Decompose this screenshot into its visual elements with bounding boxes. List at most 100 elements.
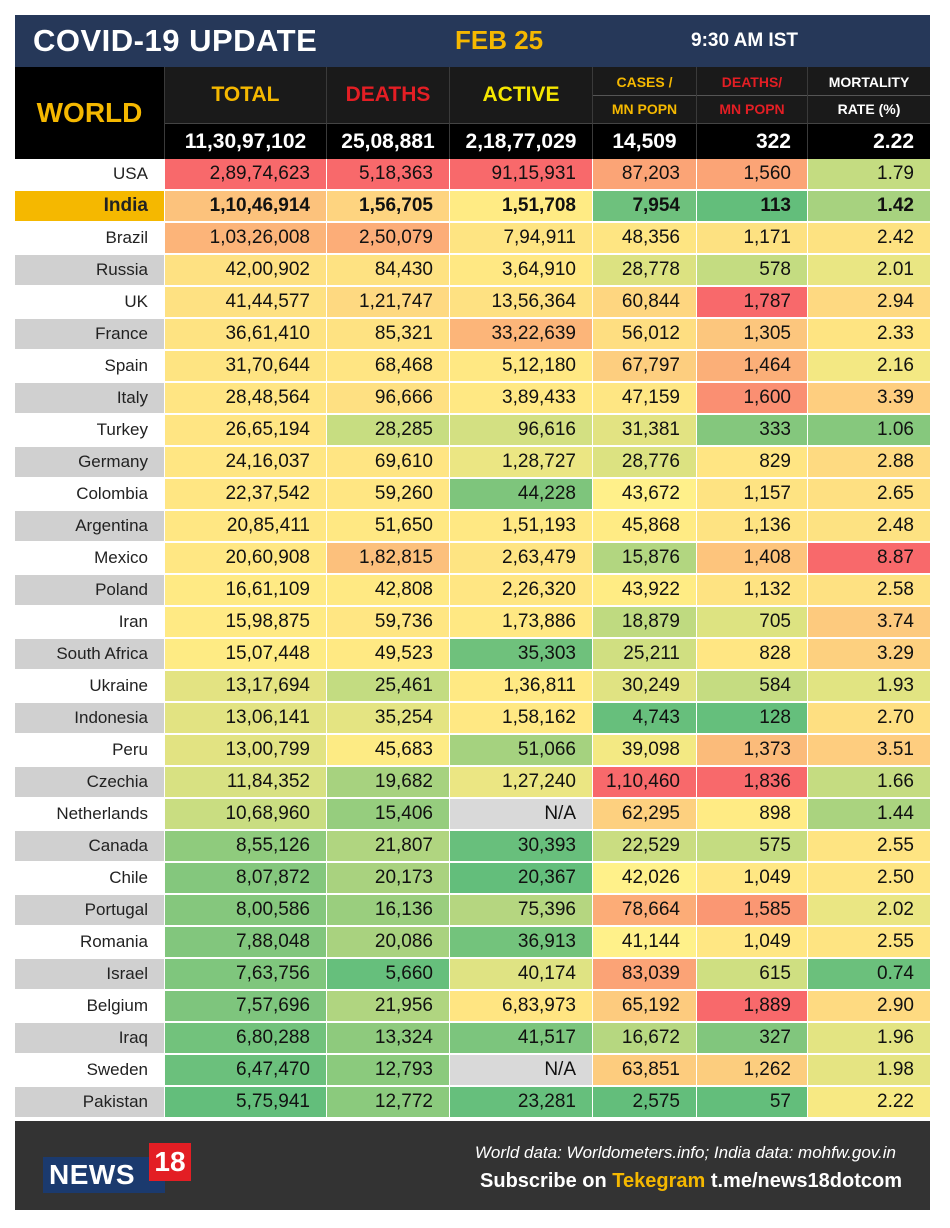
table-row: Colombia 22,37,542 59,260 44,228 43,672 1,157…: [15, 479, 930, 511]
deaths-value: 20,086: [327, 927, 450, 958]
table-row: Romania 7,88,048 20,086 36,913 41,144 1,049 2.…: [15, 927, 930, 959]
deaths-mn-value: 327: [697, 1023, 808, 1054]
deaths-value: 2,50,079: [327, 223, 450, 254]
mortality-value: 3.39: [808, 383, 930, 414]
deaths-mn-value: 1,132: [697, 575, 808, 606]
mortality-value: 3.74: [808, 607, 930, 638]
active-value: 6,83,973: [450, 991, 593, 1022]
cases-mn-value: 42,026: [593, 863, 697, 894]
table-row: Iraq 6,80,288 13,324 41,517 16,672 327 1.96: [15, 1023, 930, 1055]
deaths-value: 12,772: [327, 1087, 450, 1118]
title-bar: COVID-19 UPDATE FEB 25 9:30 AM IST: [15, 15, 930, 67]
covid-update-card: COVID-19 UPDATE FEB 25 9:30 AM IST WORLD…: [15, 15, 930, 1210]
active-value: 1,51,193: [450, 511, 593, 542]
total-value: 15,07,448: [165, 639, 327, 670]
mortality-value: 1.44: [808, 799, 930, 830]
cases-mn-value: 28,776: [593, 447, 697, 478]
table-row: Turkey 26,65,194 28,285 96,616 31,381 333 1.06: [15, 415, 930, 447]
world-cases-per-mn: 14,509: [593, 123, 697, 159]
total-value: 31,70,644: [165, 351, 327, 382]
deaths-mn-value: 1,464: [697, 351, 808, 382]
cases-mn-value: 62,295: [593, 799, 697, 830]
table-row: Mexico 20,60,908 1,82,815 2,63,479 15,876 1,4…: [15, 543, 930, 575]
deaths-value: 12,793: [327, 1055, 450, 1086]
region-header: WORLD: [15, 67, 165, 159]
active-value: 5,12,180: [450, 351, 593, 382]
country-name: Mexico: [15, 543, 165, 574]
active-value: 1,51,708: [450, 191, 593, 222]
cases-mn-value: 83,039: [593, 959, 697, 990]
active-value: 3,64,910: [450, 255, 593, 286]
mortality-value: 1.79: [808, 159, 930, 190]
deaths-mn-value: 57: [697, 1087, 808, 1118]
country-name: Indonesia: [15, 703, 165, 734]
table-row: Russia 42,00,902 84,430 3,64,910 28,778 578 2.…: [15, 255, 930, 287]
country-name: Chile: [15, 863, 165, 894]
deaths-mn-value: 1,305: [697, 319, 808, 350]
deaths-mn-value: 1,136: [697, 511, 808, 542]
country-name: Spain: [15, 351, 165, 382]
mortality-value: 2.02: [808, 895, 930, 926]
subscribe-link[interactable]: t.me/news18dotcom: [705, 1170, 902, 1192]
total-value: 10,68,960: [165, 799, 327, 830]
mortality-value: 2.50: [808, 863, 930, 894]
table-row: Germany 24,16,037 69,610 1,28,727 28,776 829 2…: [15, 447, 930, 479]
deaths-mn-value: 1,049: [697, 863, 808, 894]
deaths-value: 45,683: [327, 735, 450, 766]
mortality-value: 1.93: [808, 671, 930, 702]
table-row: Brazil 1,03,26,008 2,50,079 7,94,911 48,356 1…: [15, 223, 930, 255]
cases-mn-value: 65,192: [593, 991, 697, 1022]
country-name: France: [15, 319, 165, 350]
deaths-value: 59,736: [327, 607, 450, 638]
update-time: 9:30 AM IST: [691, 30, 798, 51]
mortality-value: 2.22: [808, 1087, 930, 1118]
deaths-value: 19,682: [327, 767, 450, 798]
country-name: Germany: [15, 447, 165, 478]
country-name: Romania: [15, 927, 165, 958]
country-name: Netherlands: [15, 799, 165, 830]
deaths-mn-value: 1,408: [697, 543, 808, 574]
total-header: TOTAL: [165, 67, 327, 123]
deaths-mn-value: 578: [697, 255, 808, 286]
deaths-mn-value: 1,836: [697, 767, 808, 798]
cases-mn-value: 1,10,460: [593, 767, 697, 798]
mortality-value: 2.90: [808, 991, 930, 1022]
deaths-mn-value: 113: [697, 191, 808, 222]
active-value: 23,281: [450, 1087, 593, 1118]
deaths-value: 59,260: [327, 479, 450, 510]
country-name: India: [15, 191, 165, 222]
deaths-mn-value: 1,262: [697, 1055, 808, 1086]
country-name: Iraq: [15, 1023, 165, 1054]
deaths-per-mn-line2: MN POPN: [719, 100, 785, 117]
cases-mn-value: 60,844: [593, 287, 697, 318]
deaths-value: 20,173: [327, 863, 450, 894]
table-row: Portugal 8,00,586 16,136 75,396 78,664 1,585 2…: [15, 895, 930, 927]
table-row: Belgium 7,57,696 21,956 6,83,973 65,192 1,889…: [15, 991, 930, 1023]
deaths-value: 1,21,747: [327, 287, 450, 318]
country-name: Czechia: [15, 767, 165, 798]
cases-mn-value: 28,778: [593, 255, 697, 286]
table-row: Netherlands 10,68,960 15,406 N/A 62,295 898 1.…: [15, 799, 930, 831]
deaths-value: 13,324: [327, 1023, 450, 1054]
deaths-mn-value: 1,373: [697, 735, 808, 766]
total-value: 13,00,799: [165, 735, 327, 766]
active-value: 1,36,811: [450, 671, 593, 702]
country-name: UK: [15, 287, 165, 318]
country-name: South Africa: [15, 639, 165, 670]
cases-mn-value: 78,664: [593, 895, 697, 926]
active-value: 20,367: [450, 863, 593, 894]
total-value: 20,60,908: [165, 543, 327, 574]
mortality-value: 1.66: [808, 767, 930, 798]
total-value: 11,84,352: [165, 767, 327, 798]
deaths-value: 96,666: [327, 383, 450, 414]
total-value: 7,57,696: [165, 991, 327, 1022]
total-value: 8,00,586: [165, 895, 327, 926]
table-row: Peru 13,00,799 45,683 51,066 39,098 1,373 3.51: [15, 735, 930, 767]
deaths-value: 21,807: [327, 831, 450, 862]
total-value: 1,10,46,914: [165, 191, 327, 222]
total-value: 5,75,941: [165, 1087, 327, 1118]
country-name: Turkey: [15, 415, 165, 446]
total-value: 8,55,126: [165, 831, 327, 862]
table-row: France 36,61,410 85,321 33,22,639 56,012 1,30…: [15, 319, 930, 351]
cases-mn-value: 41,144: [593, 927, 697, 958]
